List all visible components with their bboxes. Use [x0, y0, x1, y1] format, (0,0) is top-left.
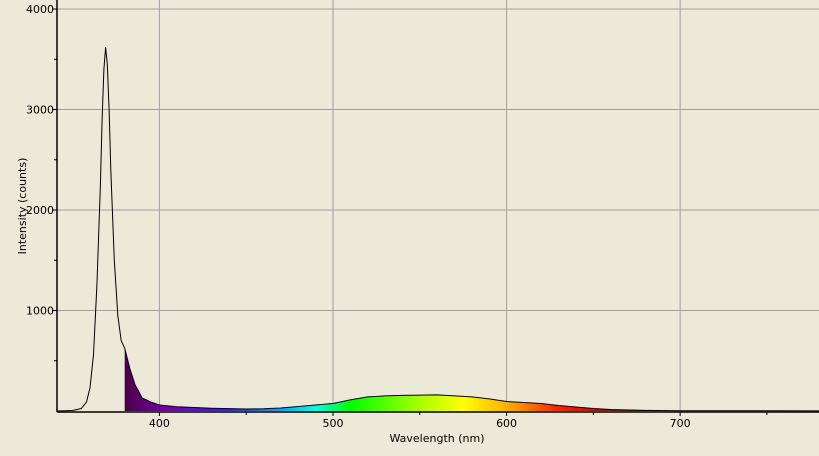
x-tick-label: 700	[670, 417, 691, 430]
y-axis-title: Intensity (counts)	[16, 158, 29, 255]
y-tick-label: 4000	[26, 3, 54, 16]
y-tick-label: 2000	[26, 204, 54, 217]
axes	[56, 0, 819, 413]
spectrum-color-fill	[124, 348, 819, 411]
x-tick-label: 600	[496, 417, 517, 430]
x-tick-label: 400	[149, 417, 170, 430]
x-axis-title: Wavelength (nm)	[389, 432, 484, 445]
y-axis-ticks: 1000 2000 3000 4000	[26, 3, 57, 362]
x-axis-ticks: 400 500 600 700	[149, 412, 768, 430]
y-tick-label: 3000	[26, 104, 54, 117]
y-tick-label: 1000	[26, 305, 54, 318]
x-tick-label: 500	[322, 417, 343, 430]
spectrum-line	[56, 47, 819, 412]
grid-lines	[57, 0, 819, 411]
